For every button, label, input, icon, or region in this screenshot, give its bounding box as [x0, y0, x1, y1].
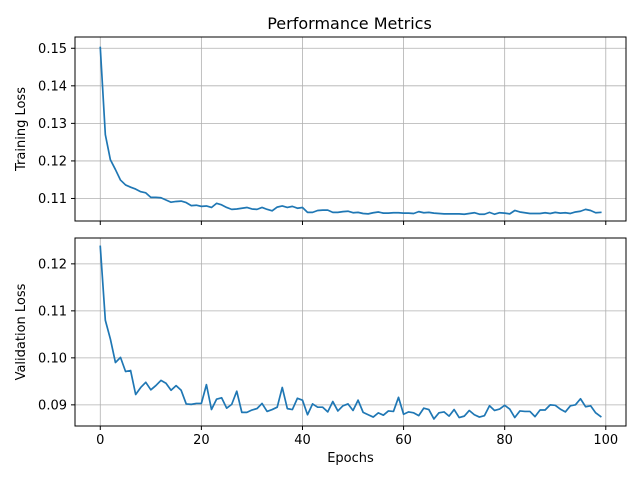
bottom-plot-x-tick-label: 40 — [294, 433, 311, 448]
bottom-plot-x-tick-label: 80 — [496, 433, 513, 448]
top-plot-y-tick-label: 0.15 — [38, 42, 67, 57]
top-plot-y-tick-label: 0.12 — [38, 154, 67, 169]
top-plot-series-line — [99, 46, 602, 216]
top-plot-axes-frame — [74, 36, 627, 222]
bottom-plot-y-tick-label: 0.10 — [38, 351, 67, 366]
bottom-plot-x-axis-label: Epochs — [327, 451, 374, 466]
top-plot-y-tick-label: 0.14 — [38, 79, 67, 94]
top-plot: 0.11 0.12 0.13 0.14 0.15 Training Loss — [14, 36, 627, 225]
top-plot-y-tick-label: 0.13 — [38, 117, 67, 132]
bottom-plot-axes-frame — [74, 237, 627, 427]
bottom-plot-y-tick-label: 0.12 — [38, 257, 67, 272]
bottom-plot-y-tick-label: 0.11 — [38, 304, 67, 319]
bottom-plot-x-tick-label: 0 — [96, 433, 104, 448]
bottom-plot-y-tick-label: 0.09 — [38, 398, 67, 413]
top-plot-y-axis-label: Training Loss — [14, 87, 29, 172]
bottom-plot: 0 20 40 60 80 100 0.09 0.10 0.11 0.12 Validation L… — [14, 237, 627, 466]
bottom-plot-x-tick-label: 20 — [193, 433, 210, 448]
bottom-plot-x-tick-label: 100 — [593, 433, 618, 448]
bottom-plot-x-tick-label: 60 — [395, 433, 412, 448]
top-plot-y-tick-label: 0.11 — [38, 192, 67, 207]
bottom-plot-series-line — [99, 245, 602, 420]
figure-title: Performance Metrics — [267, 14, 432, 33]
bottom-plot-y-axis-label: Validation Loss — [14, 283, 29, 380]
